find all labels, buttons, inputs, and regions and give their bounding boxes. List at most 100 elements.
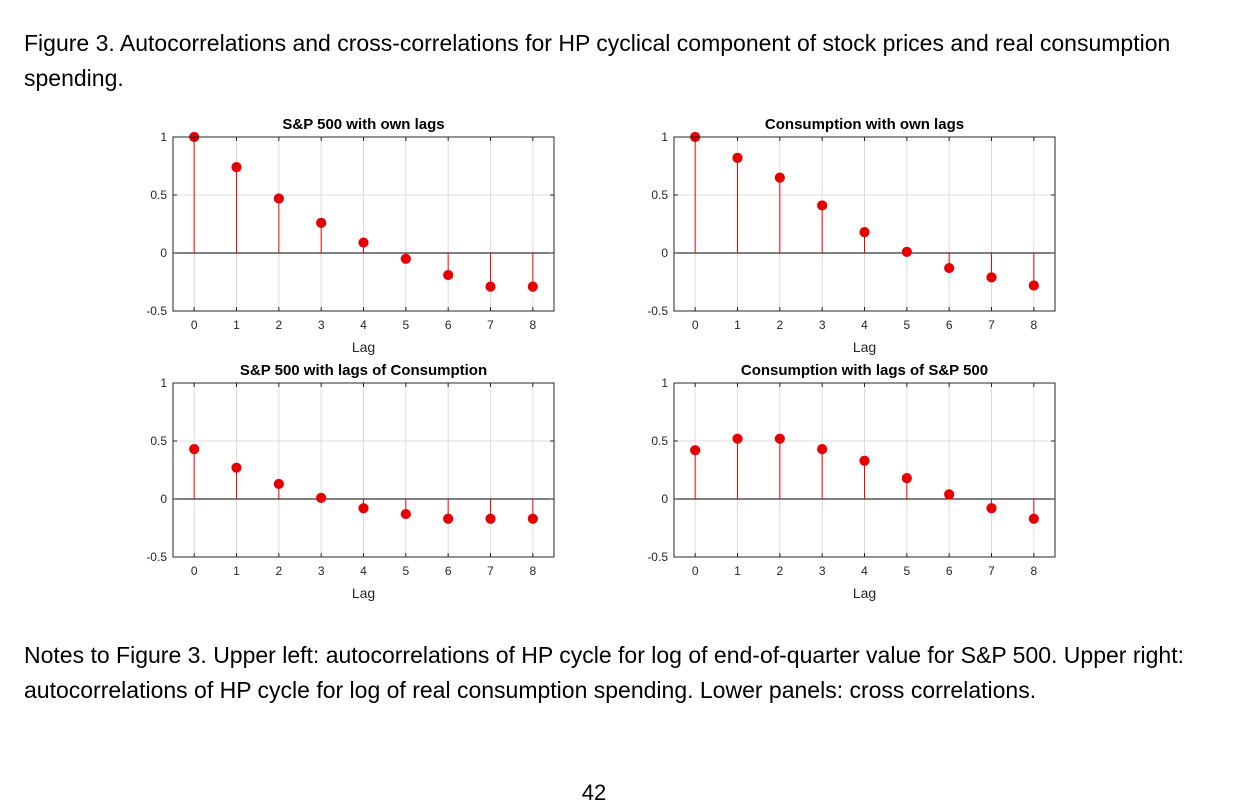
x-tick-label: 6 <box>946 564 953 578</box>
stem-marker <box>901 473 912 484</box>
stem-marker <box>485 513 496 524</box>
x-axis-label: Lag <box>853 339 876 355</box>
x-tick-label: 5 <box>903 318 910 332</box>
y-tick-label: 0 <box>661 492 668 506</box>
stem-marker <box>774 172 785 183</box>
y-tick-label: 0.5 <box>150 188 167 202</box>
stem-marker <box>358 503 369 514</box>
x-tick-label: 3 <box>819 564 826 578</box>
stem-marker <box>231 162 242 173</box>
x-tick-label: 8 <box>529 564 536 578</box>
stem-marker <box>358 237 369 248</box>
x-tick-label: 1 <box>734 318 741 332</box>
stem-marker <box>944 262 955 274</box>
stem-marker <box>859 227 870 238</box>
stem-marker <box>400 508 411 520</box>
chart-panel-2: 1 0.5 0 -0.5 0 1 2 3 4 5 6 7 8 Lag Consumption with ow… <box>647 116 1056 355</box>
y-tick-label: 0.5 <box>651 188 668 202</box>
stem-marker <box>316 492 327 503</box>
x-tick-label: 7 <box>487 318 494 332</box>
x-axis-label: Lag <box>352 585 375 601</box>
stem-marker <box>944 489 955 500</box>
x-tick-label: 8 <box>529 318 536 332</box>
stem-marker <box>901 246 912 257</box>
x-tick-label: 4 <box>360 564 367 578</box>
stem-marker <box>817 200 828 211</box>
x-tick-label: 6 <box>946 318 953 332</box>
x-tick-label: 1 <box>233 564 240 578</box>
stem-marker <box>817 444 828 455</box>
stem-marker <box>400 253 411 264</box>
stem-marker <box>732 152 743 163</box>
x-tick-label: 4 <box>861 564 868 578</box>
x-tick-label: 2 <box>776 564 783 578</box>
y-tick-label: 0 <box>160 246 167 260</box>
chart-title: S&P 500 with own lags <box>282 116 444 133</box>
x-axis-label: Lag <box>853 585 876 601</box>
x-tick-label: 1 <box>233 318 240 332</box>
stem-marker <box>1028 280 1039 291</box>
stem-marker <box>986 272 997 283</box>
x-axis-label: Lag <box>352 339 375 355</box>
stem-marker <box>732 433 743 444</box>
stem-marker <box>1028 513 1039 524</box>
chart-title: Consumption with own lags <box>765 116 964 133</box>
x-tick-label: 1 <box>734 564 741 578</box>
stem-marker <box>189 444 200 455</box>
x-tick-label: 2 <box>275 564 282 578</box>
y-tick-label: 0.5 <box>651 434 668 448</box>
x-tick-label: 7 <box>988 564 995 578</box>
x-tick-label: 7 <box>487 564 494 578</box>
figure-notes: Notes to Figure 3. Upper left: autocorre… <box>24 642 1184 703</box>
y-tick-label: 1 <box>160 130 167 144</box>
y-tick-label: -0.5 <box>146 550 167 564</box>
y-tick-label: 1 <box>160 376 167 390</box>
stem-marker <box>690 445 701 456</box>
stem-marker <box>774 433 785 444</box>
stem-marker <box>443 269 454 281</box>
y-tick-label: -0.5 <box>647 550 668 564</box>
y-tick-label: -0.5 <box>146 304 167 318</box>
x-tick-label: 6 <box>445 564 452 578</box>
x-tick-label: 8 <box>1030 564 1037 578</box>
x-tick-label: 4 <box>360 318 367 332</box>
x-tick-label: 0 <box>692 318 699 332</box>
x-tick-label: 0 <box>191 318 198 332</box>
stem-marker <box>231 462 242 473</box>
chart-title: S&P 500 with lags of Consumption <box>240 362 487 379</box>
x-tick-label: 2 <box>776 318 783 332</box>
chart-title: Consumption with lags of S&P 500 <box>741 362 988 379</box>
x-tick-label: 3 <box>318 318 325 332</box>
x-tick-label: 0 <box>191 564 198 578</box>
stem-marker <box>859 455 870 466</box>
x-tick-label: 4 <box>861 318 868 332</box>
x-tick-label: 3 <box>318 564 325 578</box>
figure-caption: Figure 3. Autocorrelations and cross-cor… <box>24 30 1171 91</box>
x-tick-label: 7 <box>988 318 995 332</box>
x-tick-label: 5 <box>903 564 910 578</box>
stem-marker <box>527 281 538 292</box>
x-tick-label: 3 <box>819 318 826 332</box>
stem-marker <box>485 281 496 292</box>
x-tick-label: 5 <box>402 564 409 578</box>
x-tick-label: 0 <box>692 564 699 578</box>
stem-marker <box>986 503 997 514</box>
stem-marker <box>316 217 327 228</box>
chart-panel-4: 1 0.5 0 -0.5 0 1 2 3 4 5 6 7 8 Lag Consumption with la… <box>647 362 1056 601</box>
stem-marker <box>443 513 454 524</box>
x-tick-label: 5 <box>402 318 409 332</box>
page-number: 42 <box>581 780 607 805</box>
y-tick-label: -0.5 <box>647 304 668 318</box>
y-tick-label: 1 <box>661 130 668 144</box>
y-tick-label: 1 <box>661 376 668 390</box>
stem-marker <box>273 193 284 204</box>
x-tick-label: 8 <box>1030 318 1037 332</box>
x-tick-label: 2 <box>275 318 282 332</box>
stem-marker <box>273 478 284 490</box>
chart-panel-1: 1 0.5 0 -0.5 0 1 2 3 4 5 6 7 8 Lag S&P 500 with own la… <box>146 116 555 355</box>
x-tick-label: 6 <box>445 318 452 332</box>
chart-panel-3: 1 0.5 0 -0.5 0 1 2 3 4 5 6 7 8 Lag S&P 500 with lags o… <box>146 362 555 601</box>
y-tick-label: 0 <box>160 492 167 506</box>
y-tick-label: 0.5 <box>150 434 167 448</box>
